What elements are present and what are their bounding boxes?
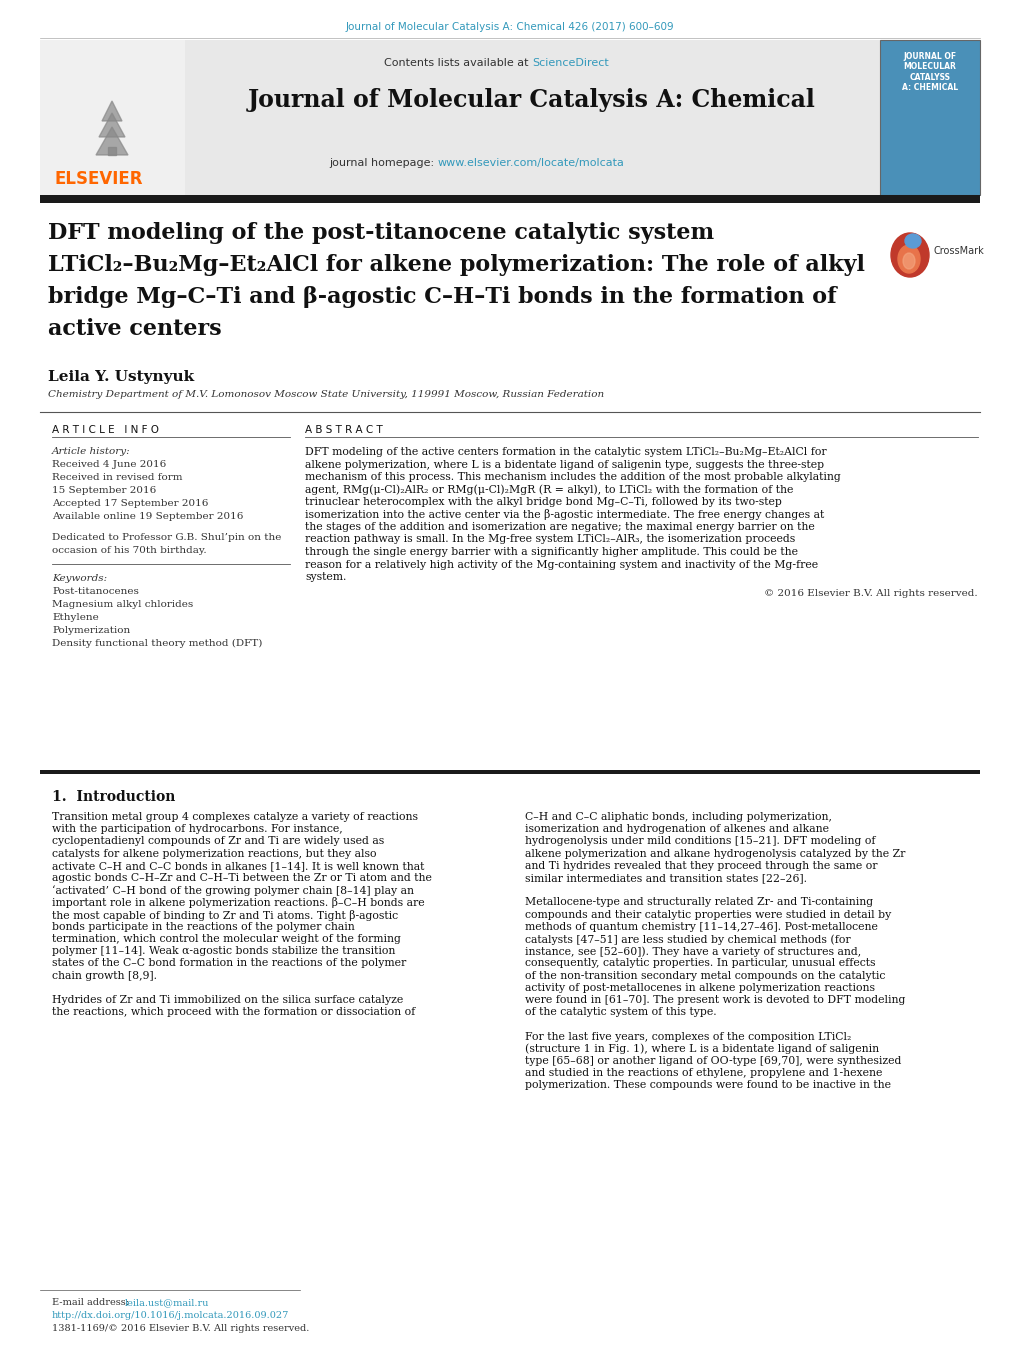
Text: Dedicated to Professor G.B. Shul’pin on the: Dedicated to Professor G.B. Shul’pin on … xyxy=(52,534,281,542)
Text: agostic bonds C–H–Zr and C–H–Ti between the Zr or Ti atom and the: agostic bonds C–H–Zr and C–H–Ti between … xyxy=(52,873,431,884)
Text: the reactions, which proceed with the formation or dissociation of: the reactions, which proceed with the fo… xyxy=(52,1008,415,1017)
Ellipse shape xyxy=(904,234,920,249)
Text: Chemistry Department of M.V. Lomonosov Moscow State University, 119991 Moscow, R: Chemistry Department of M.V. Lomonosov M… xyxy=(48,390,603,399)
Text: ‘activated’ C–H bond of the growing polymer chain [8–14] play an: ‘activated’ C–H bond of the growing poly… xyxy=(52,885,414,896)
Text: E-mail address:: E-mail address: xyxy=(52,1298,132,1306)
Text: DFT modeling of the active centers formation in the catalytic system LTiCl₂–Bu₂M: DFT modeling of the active centers forma… xyxy=(305,447,825,457)
Ellipse shape xyxy=(891,232,928,277)
Text: consequently, catalytic properties. In particular, unusual effects: consequently, catalytic properties. In p… xyxy=(525,958,874,969)
Text: Polymerization: Polymerization xyxy=(52,626,130,635)
Text: activity of post-metallocenes in alkene polymerization reactions: activity of post-metallocenes in alkene … xyxy=(525,982,874,993)
Text: polymerization. These compounds were found to be inactive in the: polymerization. These compounds were fou… xyxy=(525,1081,891,1090)
Text: JOURNAL OF
MOLECULAR
CATALYSS
A: CHEMICAL: JOURNAL OF MOLECULAR CATALYSS A: CHEMICA… xyxy=(901,51,957,92)
Text: alkene polymerization and alkane hydrogenolysis catalyzed by the Zr: alkene polymerization and alkane hydroge… xyxy=(525,848,905,859)
Text: alkene polymerization, where L is a bidentate ligand of saligenin type, suggests: alkene polymerization, where L is a bide… xyxy=(305,459,823,470)
Polygon shape xyxy=(99,113,125,136)
Text: bridge Mg–C–Ti and β-agostic C–H–Ti bonds in the formation of: bridge Mg–C–Ti and β-agostic C–H–Ti bond… xyxy=(48,286,836,308)
Text: Received 4 June 2016: Received 4 June 2016 xyxy=(52,459,166,469)
Text: catalysts [47–51] are less studied by chemical methods (for: catalysts [47–51] are less studied by ch… xyxy=(525,934,850,944)
Text: catalysts for alkene polymerization reactions, but they also: catalysts for alkene polymerization reac… xyxy=(52,848,376,859)
Text: mechanism of this process. This mechanism includes the addition of the most prob: mechanism of this process. This mechanis… xyxy=(305,471,840,482)
Text: Metallocene-type and structurally related Zr- and Ti-containing: Metallocene-type and structurally relate… xyxy=(525,897,872,908)
Ellipse shape xyxy=(902,253,914,269)
Text: termination, which control the molecular weight of the forming: termination, which control the molecular… xyxy=(52,934,400,944)
Text: Leila Y. Ustynyuk: Leila Y. Ustynyuk xyxy=(48,370,194,384)
Text: Contents lists available at: Contents lists available at xyxy=(383,58,532,68)
Text: Received in revised form: Received in revised form xyxy=(52,473,182,482)
Text: A R T I C L E   I N F O: A R T I C L E I N F O xyxy=(52,426,159,435)
Text: C–H and C–C aliphatic bonds, including polymerization,: C–H and C–C aliphatic bonds, including p… xyxy=(525,812,832,821)
Bar xyxy=(879,41,979,195)
Text: www.elsevier.com/locate/molcata: www.elsevier.com/locate/molcata xyxy=(437,158,625,168)
Text: Accepted 17 September 2016: Accepted 17 September 2016 xyxy=(52,499,208,508)
Text: agent, RMg(μ-Cl)₂AlR₂ or RMg(μ-Cl)₂MgR (R = alkyl), to LTiCl₂ with the formation: agent, RMg(μ-Cl)₂AlR₂ or RMg(μ-Cl)₂MgR (… xyxy=(305,485,793,494)
Text: states of the C–C bond formation in the reactions of the polymer: states of the C–C bond formation in the … xyxy=(52,958,406,969)
Text: A B S T R A C T: A B S T R A C T xyxy=(305,426,382,435)
Text: type [65–68] or another ligand of OO-type [69,70], were synthesized: type [65–68] or another ligand of OO-typ… xyxy=(525,1056,901,1066)
Text: compounds and their catalytic properties were studied in detail by: compounds and their catalytic properties… xyxy=(525,909,891,920)
Text: Transition metal group 4 complexes catalyze a variety of reactions: Transition metal group 4 complexes catal… xyxy=(52,812,418,821)
Text: isomerization and hydrogenation of alkenes and alkane: isomerization and hydrogenation of alken… xyxy=(525,824,828,834)
Text: methods of quantum chemistry [11–14,27–46]. Post-metallocene: methods of quantum chemistry [11–14,27–4… xyxy=(525,921,877,932)
Text: © 2016 Elsevier B.V. All rights reserved.: © 2016 Elsevier B.V. All rights reserved… xyxy=(763,589,977,597)
Text: Ethylene: Ethylene xyxy=(52,613,99,621)
Text: Article history:: Article history: xyxy=(52,447,130,457)
Text: instance, see [52–60]). They have a variety of structures and,: instance, see [52–60]). They have a vari… xyxy=(525,946,860,957)
Text: activate C–H and C–C bonds in alkanes [1–14]. It is well known that: activate C–H and C–C bonds in alkanes [1… xyxy=(52,861,424,871)
Text: LTiCl₂–Bu₂Mg–Et₂AlCl for alkene polymerization: The role of alkyl: LTiCl₂–Bu₂Mg–Et₂AlCl for alkene polymeri… xyxy=(48,254,864,276)
Bar xyxy=(40,770,979,774)
Text: Magnesium alkyl chlorides: Magnesium alkyl chlorides xyxy=(52,600,193,609)
Text: reason for a relatively high activity of the Mg-containing system and inactivity: reason for a relatively high activity of… xyxy=(305,559,817,570)
Text: 1381-1169/© 2016 Elsevier B.V. All rights reserved.: 1381-1169/© 2016 Elsevier B.V. All right… xyxy=(52,1324,309,1333)
Text: of the catalytic system of this type.: of the catalytic system of this type. xyxy=(525,1008,716,1017)
Text: reaction pathway is small. In the Mg-free system LTiCl₂–AlR₃, the isomerization : reaction pathway is small. In the Mg-fre… xyxy=(305,535,795,544)
Text: Journal of Molecular Catalysis A: Chemical: Journal of Molecular Catalysis A: Chemic… xyxy=(248,88,815,112)
Text: 1.  Introduction: 1. Introduction xyxy=(52,790,175,804)
Text: ScienceDirect: ScienceDirect xyxy=(532,58,608,68)
Text: CrossMark: CrossMark xyxy=(933,246,983,255)
Text: journal homepage:: journal homepage: xyxy=(329,158,437,168)
Text: ELSEVIER: ELSEVIER xyxy=(55,170,144,188)
Text: DFT modeling of the post-titanocene catalytic system: DFT modeling of the post-titanocene cata… xyxy=(48,222,713,245)
Text: the most capable of binding to Zr and Ti atoms. Tight β-agostic: the most capable of binding to Zr and Ti… xyxy=(52,909,397,920)
Text: the stages of the addition and isomerization are negative; the maximal energy ba: the stages of the addition and isomeriza… xyxy=(305,521,814,532)
Text: isomerization into the active center via the β-agostic intermediate. The free en: isomerization into the active center via… xyxy=(305,509,823,520)
Text: of the non-transition secondary metal compounds on the catalytic: of the non-transition secondary metal co… xyxy=(525,970,884,981)
Bar xyxy=(40,195,979,203)
Text: Keywords:: Keywords: xyxy=(52,574,107,584)
Text: http://dx.doi.org/10.1016/j.molcata.2016.09.027: http://dx.doi.org/10.1016/j.molcata.2016… xyxy=(52,1310,289,1320)
Text: For the last five years, complexes of the composition LTiCl₂: For the last five years, complexes of th… xyxy=(525,1032,851,1042)
Text: Hydrides of Zr and Ti immobilized on the silica surface catalyze: Hydrides of Zr and Ti immobilized on the… xyxy=(52,994,403,1005)
Polygon shape xyxy=(108,147,116,155)
Text: cyclopentadienyl compounds of Zr and Ti are widely used as: cyclopentadienyl compounds of Zr and Ti … xyxy=(52,836,384,846)
Text: bonds participate in the reactions of the polymer chain: bonds participate in the reactions of th… xyxy=(52,921,355,932)
Text: trinuclear heterocomplex with the alkyl bridge bond Mg–C–Ti, followed by its two: trinuclear heterocomplex with the alkyl … xyxy=(305,497,782,507)
Text: 15 September 2016: 15 September 2016 xyxy=(52,486,156,494)
Text: occasion of his 70th birthday.: occasion of his 70th birthday. xyxy=(52,546,207,555)
Text: chain growth [8,9].: chain growth [8,9]. xyxy=(52,970,157,981)
Text: with the participation of hydrocarbons. For instance,: with the participation of hydrocarbons. … xyxy=(52,824,342,834)
Text: Journal of Molecular Catalysis A: Chemical 426 (2017) 600–609: Journal of Molecular Catalysis A: Chemic… xyxy=(345,22,674,32)
Text: leila.ust@mail.ru: leila.ust@mail.ru xyxy=(125,1298,209,1306)
Bar xyxy=(40,41,184,195)
Text: important role in alkene polymerization reactions. β–C–H bonds are: important role in alkene polymerization … xyxy=(52,897,424,908)
Text: and Ti hydrides revealed that they proceed through the same or: and Ti hydrides revealed that they proce… xyxy=(525,861,876,871)
Polygon shape xyxy=(102,101,122,122)
Text: Available online 19 September 2016: Available online 19 September 2016 xyxy=(52,512,244,521)
Ellipse shape xyxy=(897,245,919,273)
Polygon shape xyxy=(96,127,127,155)
Text: active centers: active centers xyxy=(48,317,221,340)
Text: through the single energy barrier with a significantly higher amplitude. This co: through the single energy barrier with a… xyxy=(305,547,797,557)
Text: hydrogenolysis under mild conditions [15–21]. DFT modeling of: hydrogenolysis under mild conditions [15… xyxy=(525,836,874,846)
Text: polymer [11–14]. Weak α-agostic bonds stabilize the transition: polymer [11–14]. Weak α-agostic bonds st… xyxy=(52,946,395,957)
Text: and studied in the reactions of ethylene, propylene and 1-hexene: and studied in the reactions of ethylene… xyxy=(525,1069,881,1078)
Text: were found in [61–70]. The present work is devoted to DFT modeling: were found in [61–70]. The present work … xyxy=(525,994,905,1005)
Text: Density functional theory method (DFT): Density functional theory method (DFT) xyxy=(52,639,262,648)
Text: similar intermediates and transition states [22–26].: similar intermediates and transition sta… xyxy=(525,873,806,884)
Text: system.: system. xyxy=(305,571,346,582)
Bar xyxy=(184,41,879,195)
Text: (structure 1 in Fig. 1), where L is a bidentate ligand of saligenin: (structure 1 in Fig. 1), where L is a bi… xyxy=(525,1044,878,1054)
Text: Post-titanocenes: Post-titanocenes xyxy=(52,586,139,596)
